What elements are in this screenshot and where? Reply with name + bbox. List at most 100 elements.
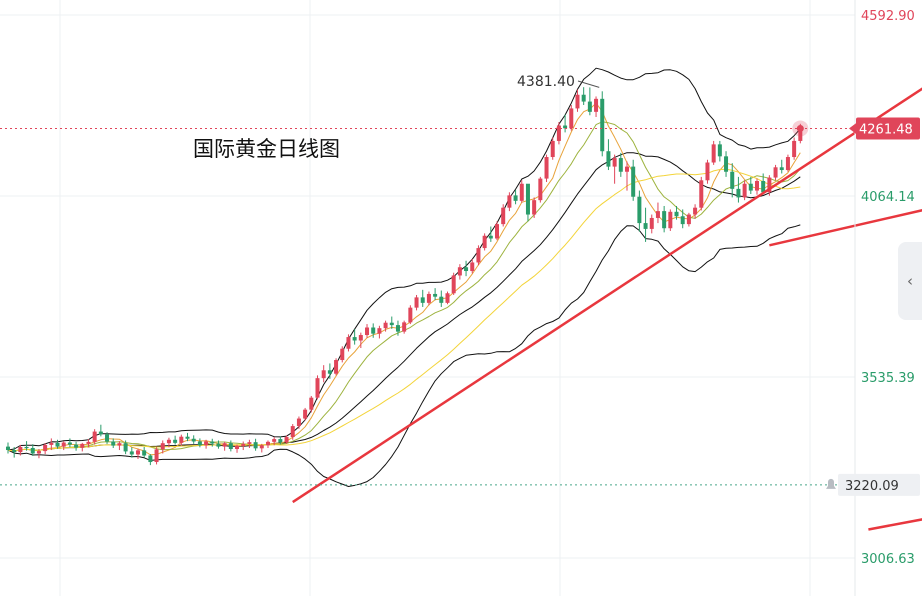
candle bbox=[395, 320, 400, 336]
candle bbox=[49, 438, 54, 451]
candle bbox=[303, 407, 308, 421]
candle-body bbox=[754, 180, 759, 191]
candle bbox=[12, 446, 17, 458]
candle-body bbox=[686, 214, 691, 225]
candle-body bbox=[525, 183, 530, 215]
candle bbox=[445, 291, 450, 305]
candle-body bbox=[278, 439, 283, 443]
candle-body bbox=[761, 180, 766, 193]
candle bbox=[519, 180, 524, 203]
current-price-label: 4261.48 bbox=[859, 122, 913, 137]
candle bbox=[210, 438, 215, 447]
candle-body bbox=[197, 441, 202, 446]
candle-body bbox=[142, 450, 147, 456]
candle bbox=[253, 438, 258, 451]
candle bbox=[662, 205, 667, 233]
candle bbox=[377, 325, 382, 339]
candle-body bbox=[655, 211, 660, 218]
candle-body bbox=[736, 188, 741, 198]
candle bbox=[507, 192, 512, 212]
candle-body bbox=[117, 443, 122, 446]
candle-body bbox=[544, 157, 549, 179]
y-tick-label: 3006.63 bbox=[861, 552, 915, 567]
candle-body bbox=[191, 438, 196, 442]
candle-body bbox=[265, 441, 270, 446]
candle-body bbox=[55, 442, 60, 447]
candle bbox=[284, 435, 289, 444]
candle bbox=[637, 190, 642, 232]
candle bbox=[631, 159, 636, 201]
candle bbox=[36, 449, 41, 459]
candle bbox=[371, 323, 376, 338]
candle-body bbox=[612, 158, 617, 167]
candle bbox=[792, 137, 797, 160]
candle bbox=[513, 189, 518, 205]
candle-body bbox=[36, 451, 41, 454]
candle bbox=[680, 209, 685, 229]
candle bbox=[346, 334, 351, 352]
candle-body bbox=[606, 151, 611, 167]
candle bbox=[228, 440, 233, 452]
candle-body bbox=[724, 156, 729, 172]
candle bbox=[272, 437, 277, 446]
candle-body bbox=[346, 337, 351, 349]
candle bbox=[290, 424, 295, 440]
candle-body bbox=[451, 275, 456, 294]
candle-body bbox=[699, 180, 704, 208]
candle bbox=[606, 139, 611, 171]
candle bbox=[111, 438, 116, 448]
candle bbox=[643, 207, 648, 242]
candle-body bbox=[222, 443, 227, 447]
candle-body bbox=[303, 409, 308, 419]
candle-body bbox=[408, 307, 413, 323]
candle-body bbox=[135, 450, 140, 455]
candle-body bbox=[272, 439, 277, 442]
candle-body bbox=[334, 360, 339, 374]
candle bbox=[241, 441, 246, 451]
candle bbox=[581, 87, 586, 105]
candle bbox=[55, 439, 60, 449]
current-price-dot bbox=[796, 124, 804, 132]
candle bbox=[761, 173, 766, 194]
candle-body bbox=[445, 293, 450, 303]
candle bbox=[6, 442, 10, 454]
candle-body bbox=[148, 455, 153, 463]
reference-price-badge bbox=[838, 473, 920, 496]
candle bbox=[699, 176, 704, 211]
ma10-line bbox=[7, 121, 801, 452]
candle-body bbox=[519, 183, 524, 201]
collapse-panel-button[interactable]: ‹ bbox=[898, 242, 922, 320]
candle bbox=[61, 441, 66, 451]
candle-body bbox=[464, 267, 469, 272]
candle-body bbox=[569, 108, 574, 129]
annotation-lines bbox=[292, 87, 922, 531]
candle bbox=[711, 140, 716, 165]
candle-body bbox=[129, 451, 134, 455]
candle-body bbox=[773, 167, 778, 178]
candle-body bbox=[389, 322, 394, 326]
candle-body bbox=[166, 439, 171, 444]
candle-body bbox=[767, 177, 772, 193]
candle-body bbox=[377, 328, 382, 334]
candle-body bbox=[798, 128, 803, 141]
candle bbox=[451, 272, 456, 295]
candle-body bbox=[315, 378, 320, 398]
candles bbox=[6, 87, 803, 466]
candle-body bbox=[643, 223, 648, 229]
candle-body bbox=[241, 443, 246, 446]
candle-body bbox=[742, 183, 747, 198]
candle bbox=[160, 440, 165, 454]
candle bbox=[408, 305, 413, 325]
candle-body bbox=[290, 426, 295, 438]
candle-body bbox=[43, 444, 48, 452]
candle-body bbox=[235, 445, 240, 450]
candle-body bbox=[420, 297, 425, 303]
candle bbox=[420, 289, 425, 307]
candle bbox=[154, 447, 159, 465]
candle-body bbox=[296, 418, 301, 427]
candle bbox=[86, 439, 91, 448]
candle-body bbox=[49, 442, 54, 445]
ma30-line bbox=[7, 168, 801, 452]
candle bbox=[476, 245, 481, 266]
candle-body bbox=[61, 442, 66, 447]
